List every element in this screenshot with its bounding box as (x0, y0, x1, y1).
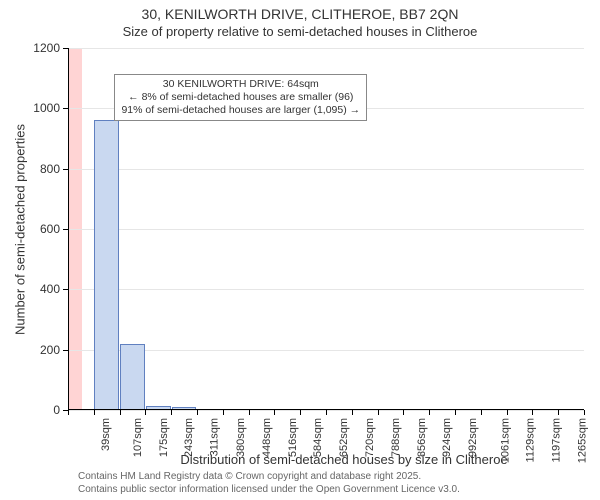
xtick-mark (274, 410, 275, 415)
gridline (68, 289, 584, 290)
xtick-mark (94, 410, 95, 415)
xtick-label: 924sqm (442, 418, 454, 457)
ytick-mark (63, 169, 68, 170)
xtick-mark (532, 410, 533, 415)
ytick-label: 600 (20, 222, 60, 236)
xtick-mark (326, 410, 327, 415)
gridline (68, 229, 584, 230)
xtick-label: 720sqm (364, 418, 376, 457)
xtick-mark (378, 410, 379, 415)
xtick-label: 311sqm (209, 418, 221, 456)
xtick-label: 992sqm (467, 418, 479, 457)
xtick-label: 380sqm (235, 418, 247, 457)
xtick-mark (300, 410, 301, 415)
histogram-bar (94, 120, 119, 410)
ytick-label: 200 (20, 343, 60, 357)
xtick-mark (171, 410, 172, 415)
ytick-mark (63, 48, 68, 49)
xtick-label: 788sqm (390, 418, 402, 457)
xtick-label: 39sqm (100, 418, 112, 451)
xtick-mark (507, 410, 508, 415)
attribution-line2: Contains public sector information licen… (78, 484, 460, 497)
xtick-label: 175sqm (158, 418, 170, 457)
xtick-mark (481, 410, 482, 415)
xtick-label: 1265sqm (577, 418, 589, 463)
xtick-mark (120, 410, 121, 415)
xtick-mark (223, 410, 224, 415)
xtick-mark (429, 410, 430, 415)
xtick-mark (455, 410, 456, 415)
xtick-mark (197, 410, 198, 415)
info-line3: 91% of semi-detached houses are larger (… (121, 104, 360, 117)
xtick-label: 856sqm (416, 418, 428, 457)
ytick-mark (63, 229, 68, 230)
info-line1: 30 KENILWORTH DRIVE: 64sqm (121, 78, 360, 91)
ytick-label: 1000 (20, 101, 60, 115)
xtick-label: 1061sqm (499, 418, 511, 463)
gridline (68, 48, 584, 49)
ytick-label: 400 (20, 282, 60, 296)
chart-title-line2: Size of property relative to semi-detach… (0, 24, 600, 39)
y-axis (68, 48, 69, 410)
xtick-label: 584sqm (313, 418, 325, 457)
attribution-line1: Contains HM Land Registry data © Crown c… (78, 471, 460, 484)
histogram-bar (120, 344, 145, 410)
xtick-label: 448sqm (261, 418, 273, 457)
xtick-mark (584, 410, 585, 415)
info-box: 30 KENILWORTH DRIVE: 64sqm← 8% of semi-d… (114, 74, 367, 121)
gridline (68, 169, 584, 170)
xtick-mark (145, 410, 146, 415)
ytick-mark (63, 350, 68, 351)
xtick-label: 1129sqm (524, 418, 536, 462)
xtick-label: 107sqm (132, 418, 144, 457)
xtick-label: 243sqm (184, 418, 196, 457)
xtick-mark (352, 410, 353, 415)
attribution-text: Contains HM Land Registry data © Crown c… (78, 471, 460, 496)
xtick-label: 1197sqm (550, 418, 562, 462)
xtick-label: 652sqm (338, 418, 350, 457)
plot-area: 30 KENILWORTH DRIVE: 64sqm← 8% of semi-d… (68, 48, 584, 410)
xtick-label: 516sqm (287, 418, 299, 457)
ytick-mark (63, 108, 68, 109)
ytick-mark (63, 289, 68, 290)
chart-title-line1: 30, KENILWORTH DRIVE, CLITHEROE, BB7 2QN (0, 6, 600, 22)
ytick-label: 1200 (20, 41, 60, 55)
xtick-mark (68, 410, 69, 415)
gridline (68, 350, 584, 351)
ytick-label: 800 (20, 162, 60, 176)
xtick-mark (558, 410, 559, 415)
xtick-mark (249, 410, 250, 415)
xtick-mark (403, 410, 404, 415)
info-line2: ← 8% of semi-detached houses are smaller… (121, 91, 360, 104)
ytick-label: 0 (20, 403, 60, 417)
